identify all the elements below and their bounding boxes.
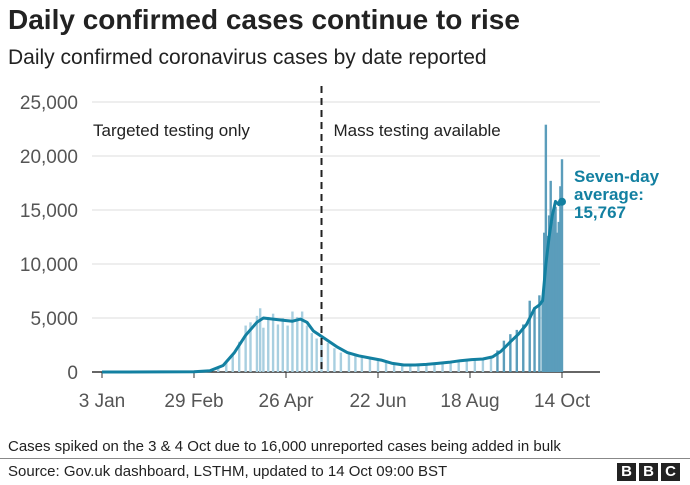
daily-case-bar xyxy=(267,316,270,372)
bbc-logo: B B C xyxy=(617,463,680,481)
chart-subtitle: Daily confirmed coronavirus cases by dat… xyxy=(8,46,487,69)
daily-case-bar xyxy=(281,318,284,372)
daily-case-bar xyxy=(339,352,343,372)
daily-case-bar xyxy=(538,295,541,372)
daily-case-bar xyxy=(392,364,396,372)
daily-case-bar xyxy=(496,350,499,372)
x-tick-label: 14 Oct xyxy=(534,391,591,412)
y-tick-label: 5,000 xyxy=(30,309,78,330)
bbc-logo-letter: C xyxy=(661,463,680,481)
daily-case-bar xyxy=(552,207,556,372)
daily-case-bar xyxy=(376,360,380,372)
average-annotation: Seven-day xyxy=(574,167,660,186)
daily-case-bar xyxy=(549,180,552,372)
daily-case-bar xyxy=(541,297,544,372)
daily-case-bar xyxy=(225,361,228,372)
seven-day-average-path xyxy=(101,199,564,374)
daily-case-bar xyxy=(276,324,280,372)
daily-case-bar xyxy=(528,300,531,372)
daily-case-bar xyxy=(217,367,220,372)
y-tick-label: 0 xyxy=(67,363,78,384)
daily-case-bar xyxy=(401,365,404,372)
daily-case-bar xyxy=(417,364,420,372)
daily-case-bar xyxy=(449,361,452,372)
y-tick-label: 20,000 xyxy=(20,147,78,168)
footnote: Cases spiked on the 3 & 4 Oct due to 16,… xyxy=(8,438,561,455)
daily-case-bar xyxy=(555,232,559,372)
daily-case-bar xyxy=(237,341,241,372)
daily-case-bar xyxy=(286,325,289,372)
daily-cases-bars xyxy=(192,124,564,373)
region-label: Mass testing available xyxy=(334,121,501,140)
daily-case-bar xyxy=(291,311,294,372)
x-tick-label: 18 Aug xyxy=(440,391,499,412)
latest-average-point xyxy=(558,197,566,206)
gridlines xyxy=(92,101,600,378)
daily-case-bar xyxy=(333,348,336,372)
x-tick-label: 3 Jan xyxy=(79,391,125,412)
daily-case-bar xyxy=(262,327,265,372)
axis-labels: 0 5,000 10,000 15,000 20,000 25,000 3 Jan 29 Fe… xyxy=(20,93,660,412)
x-tick-label: 22 Jun xyxy=(349,391,406,412)
daily-case-bar xyxy=(509,334,512,372)
daily-case-bar xyxy=(326,342,330,372)
daily-case-bar xyxy=(544,124,548,373)
daily-case-bar xyxy=(547,215,551,372)
seven-day-average-line xyxy=(101,197,566,374)
daily-case-bar xyxy=(249,322,252,372)
daily-case-bar xyxy=(368,359,372,372)
daily-case-bar xyxy=(554,206,557,372)
daily-case-bar xyxy=(473,360,477,372)
daily-case-bar xyxy=(384,362,388,372)
y-tick-label: 10,000 xyxy=(20,255,78,276)
daily-case-bar xyxy=(354,354,357,372)
daily-case-bar xyxy=(465,359,468,372)
daily-case-bar xyxy=(258,308,262,372)
daily-case-bar xyxy=(522,324,525,372)
daily-case-bar xyxy=(310,333,314,372)
daily-case-bar xyxy=(543,232,546,372)
daily-case-bar xyxy=(244,325,247,372)
daily-case-bar xyxy=(533,307,536,372)
cases-chart: 0 5,000 10,000 15,000 20,000 25,000 3 Jan 29 Fe… xyxy=(20,86,660,412)
average-annotation: average: xyxy=(574,185,644,204)
source-text: Source: Gov.uk dashboard, LSTHM, updated… xyxy=(8,463,448,480)
daily-case-bar xyxy=(315,338,318,372)
daily-case-bar xyxy=(515,329,519,372)
region-label: Targeted testing only xyxy=(93,121,250,140)
average-annotation: 15,767 xyxy=(574,203,626,222)
bbc-logo-letter: B xyxy=(617,463,636,481)
daily-case-bar xyxy=(557,221,560,372)
daily-case-bar xyxy=(551,221,554,372)
daily-case-bar xyxy=(255,315,259,372)
daily-case-bar xyxy=(489,356,493,372)
daily-case-bar xyxy=(457,360,460,372)
chart-title: Daily confirmed cases continue to rise xyxy=(8,4,520,35)
daily-case-bar xyxy=(360,356,364,372)
daily-case-bar xyxy=(425,364,428,372)
daily-case-bar xyxy=(300,311,304,372)
daily-case-bar xyxy=(546,235,549,372)
x-tick-label: 26 Apr xyxy=(259,391,315,412)
daily-case-bar xyxy=(502,340,506,372)
footer-divider xyxy=(0,458,690,459)
y-tick-label: 15,000 xyxy=(20,201,78,222)
daily-case-bar xyxy=(347,353,351,372)
daily-case-bar xyxy=(271,313,275,372)
bbc-logo-letter: B xyxy=(639,463,658,481)
daily-case-bar xyxy=(296,316,299,372)
daily-case-bar xyxy=(560,159,564,372)
daily-case-bar xyxy=(231,355,234,372)
daily-case-bar xyxy=(559,186,562,372)
daily-case-bar xyxy=(409,365,412,372)
x-tick-label: 29 Feb xyxy=(164,391,223,412)
daily-case-bar xyxy=(441,362,444,372)
daily-case-bar xyxy=(433,363,436,372)
daily-case-bar xyxy=(305,325,309,372)
daily-case-bar xyxy=(481,357,485,372)
y-tick-label: 25,000 xyxy=(20,93,78,114)
